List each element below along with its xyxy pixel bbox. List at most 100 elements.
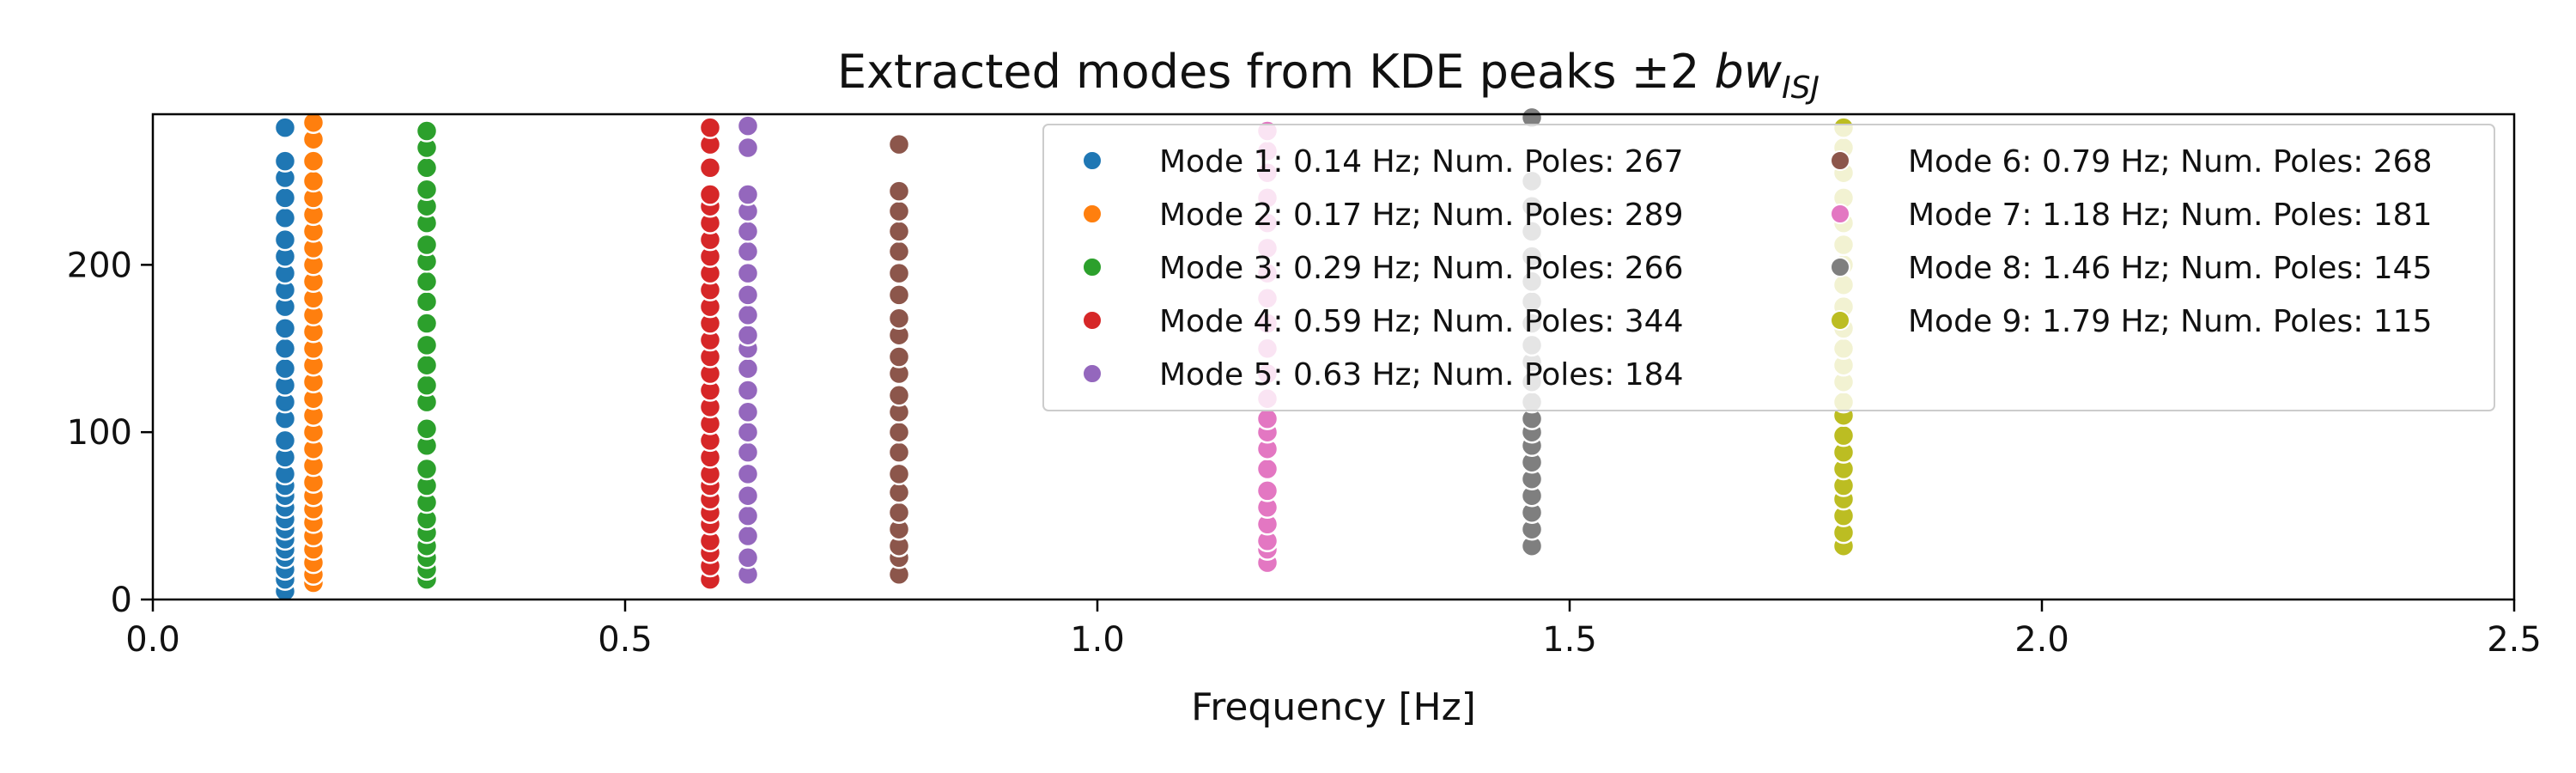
mode-4-point — [698, 156, 722, 180]
mode-1-point — [273, 317, 297, 340]
legend-marker — [1082, 150, 1103, 171]
mode-5-point — [736, 183, 760, 206]
mode-5-point — [736, 484, 760, 508]
mode-5-point — [736, 240, 760, 264]
mode-5-point — [736, 303, 760, 327]
x-tick-label: 1.5 — [1542, 620, 1597, 660]
mode-1-point — [273, 356, 297, 380]
legend-entry-mode-5: Mode 5: 0.63 Hz; Num. Poles: 184 — [1082, 357, 1684, 393]
mode-5-point — [736, 546, 760, 569]
mode-3-point — [415, 333, 439, 357]
mode-4-point — [698, 183, 722, 206]
mode-5-point — [736, 220, 760, 243]
mode-5-point — [736, 524, 760, 548]
legend-marker — [1830, 310, 1850, 331]
mode-5-point — [736, 400, 760, 424]
y-axis-ticks: 0 100 200 — [67, 246, 153, 620]
legend-marker — [1830, 150, 1850, 171]
mode-5-point — [736, 379, 760, 402]
mode-3-point — [415, 119, 439, 143]
mode-2-point — [301, 149, 325, 173]
mode-5-point — [736, 504, 760, 527]
legend-label: Mode 6: 0.79 Hz; Num. Poles: 268 — [1908, 144, 2433, 180]
mode-6-point — [887, 220, 911, 243]
mode-2-point — [301, 111, 325, 134]
mode-6-point — [887, 240, 911, 264]
x-tick-label: 0.0 — [125, 620, 180, 660]
mode-6-point — [887, 283, 911, 307]
mode-5-point — [736, 420, 760, 444]
legend-marker — [1082, 310, 1103, 331]
legend-marker — [1830, 204, 1850, 224]
mode-7-point — [1255, 457, 1279, 481]
mode-1-point — [273, 337, 297, 361]
legend-label: Mode 7: 1.18 Hz; Num. Poles: 181 — [1908, 198, 2433, 233]
mode-7-point — [1255, 479, 1279, 502]
mode-1-point — [273, 186, 297, 210]
x-tick-label: 0.5 — [598, 620, 653, 660]
mode-6-point — [887, 180, 911, 203]
x-tick-label: 1.0 — [1070, 620, 1125, 660]
legend-entry-mode-8: Mode 8: 1.46 Hz; Num. Poles: 145 — [1830, 251, 2433, 286]
mode-5-point — [736, 261, 760, 285]
mode-5-point — [736, 462, 760, 486]
mode-3-point — [415, 156, 439, 180]
mode-6-point — [887, 132, 911, 156]
plot-area-frame — [151, 113, 2516, 601]
y-tick-label: 100 — [67, 413, 132, 453]
legend-entry-mode-4: Mode 4: 0.59 Hz; Num. Poles: 344 — [1082, 304, 1684, 339]
mode-6-point — [887, 420, 911, 444]
x-axis-label: Frequency [Hz] — [1191, 685, 1476, 729]
legend-marker — [1830, 257, 1850, 277]
mode-6-point — [887, 345, 911, 368]
mode-6-point — [887, 441, 911, 464]
y-tick-label: 0 — [111, 581, 132, 620]
mode-6-point — [887, 307, 911, 330]
legend-label: Mode 4: 0.59 Hz; Num. Poles: 344 — [1159, 304, 1684, 339]
legend-entry-mode-9: Mode 9: 1.79 Hz; Num. Poles: 115 — [1830, 304, 2433, 339]
chart-title: Extracted modes from KDE peaks ±2 bwISJ — [837, 45, 1820, 106]
mode-2-point — [301, 169, 325, 193]
mode-9-point — [1832, 423, 1856, 447]
scatter-points — [273, 106, 1856, 603]
y-tick-label: 200 — [67, 246, 132, 285]
legend-entry-mode-3: Mode 3: 0.29 Hz; Num. Poles: 266 — [1082, 251, 1684, 286]
mode-3-point — [415, 233, 439, 257]
mode-6-point — [887, 501, 911, 524]
mode-6-point — [887, 384, 911, 407]
legend-label: Mode 5: 0.63 Hz; Num. Poles: 184 — [1159, 357, 1684, 393]
x-axis-ticks: 0.0 0.5 1.0 1.5 2.0 2.5 — [125, 600, 2542, 660]
legend-label: Mode 1: 0.14 Hz; Num. Poles: 267 — [1159, 144, 1684, 180]
legend-entry-mode-6: Mode 6: 0.79 Hz; Num. Poles: 268 — [1830, 144, 2433, 180]
mode-4-point — [698, 116, 722, 139]
mode-3-point — [415, 374, 439, 397]
mode-5-point — [736, 356, 760, 380]
mode-3-point — [415, 178, 439, 201]
chart-title-math-sub: ISJ — [1782, 70, 1820, 106]
mode-5-point — [736, 114, 760, 137]
mode-1-point — [273, 429, 297, 453]
legend-marker — [1082, 257, 1103, 277]
legend-entry-mode-1: Mode 1: 0.14 Hz; Num. Poles: 267 — [1082, 144, 1684, 180]
mode-1-point — [273, 116, 297, 139]
legend-entry-mode-2: Mode 2: 0.17 Hz; Num. Poles: 289 — [1082, 198, 1684, 233]
mode-6-point — [887, 261, 911, 285]
mode-5-point — [736, 323, 760, 347]
legend-label: Mode 9: 1.79 Hz; Num. Poles: 115 — [1908, 304, 2433, 339]
mode-3-point — [415, 457, 439, 481]
legend-box — [1042, 124, 2495, 411]
legend-label: Mode 2: 0.17 Hz; Num. Poles: 289 — [1159, 198, 1684, 233]
mode-3-point — [415, 289, 439, 313]
legend: Mode 1: 0.14 Hz; Num. Poles: 267 Mode 2: … — [1042, 124, 2495, 411]
chart-title-main: Extracted modes from KDE peaks ±2 — [837, 45, 1715, 99]
mode-3-point — [415, 270, 439, 294]
mode-5-point — [736, 136, 760, 160]
mode-1-point — [273, 228, 297, 252]
mode-6-point — [887, 199, 911, 223]
legend-label: Mode 8: 1.46 Hz; Num. Poles: 145 — [1908, 251, 2433, 286]
mode-5-point — [736, 283, 760, 307]
mode-7-point — [1255, 407, 1279, 430]
x-tick-label: 2.0 — [2014, 620, 2069, 660]
mode-3-point — [415, 353, 439, 377]
